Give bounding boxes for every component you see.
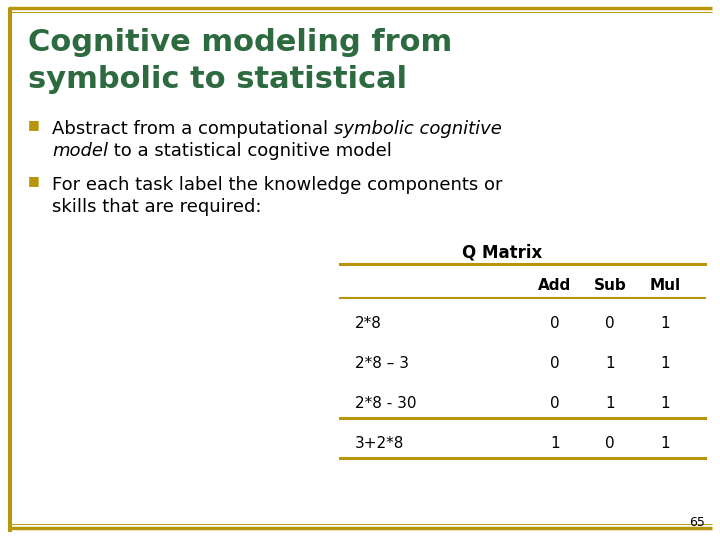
Text: model: model bbox=[52, 142, 108, 160]
Text: 65: 65 bbox=[689, 516, 705, 529]
Text: ■: ■ bbox=[28, 118, 40, 131]
Text: 0: 0 bbox=[606, 435, 615, 450]
Text: to a statistical cognitive model: to a statistical cognitive model bbox=[108, 142, 392, 160]
Text: For each task label the knowledge components or: For each task label the knowledge compon… bbox=[52, 176, 503, 194]
Text: 0: 0 bbox=[550, 395, 560, 410]
Text: 1: 1 bbox=[660, 395, 670, 410]
Text: symbolic cognitive: symbolic cognitive bbox=[334, 120, 502, 138]
Text: Add: Add bbox=[539, 278, 572, 293]
Text: 2*8 - 30: 2*8 - 30 bbox=[355, 395, 416, 410]
Text: Mul: Mul bbox=[649, 278, 680, 293]
Text: skills that are required:: skills that are required: bbox=[52, 198, 261, 216]
Text: Sub: Sub bbox=[593, 278, 626, 293]
Text: 1: 1 bbox=[606, 355, 615, 370]
Text: 0: 0 bbox=[550, 315, 560, 330]
Text: 1: 1 bbox=[606, 395, 615, 410]
Text: Q Matrix: Q Matrix bbox=[462, 244, 543, 262]
Text: 1: 1 bbox=[550, 435, 560, 450]
Text: 3+2*8: 3+2*8 bbox=[355, 435, 405, 450]
Text: symbolic to statistical: symbolic to statistical bbox=[28, 65, 407, 94]
Text: 2*8: 2*8 bbox=[355, 315, 382, 330]
Text: 2*8 – 3: 2*8 – 3 bbox=[355, 355, 409, 370]
Text: Abstract from a computational: Abstract from a computational bbox=[52, 120, 334, 138]
Text: Cognitive modeling from: Cognitive modeling from bbox=[28, 28, 452, 57]
Text: 1: 1 bbox=[660, 355, 670, 370]
Text: 0: 0 bbox=[550, 355, 560, 370]
Text: ■: ■ bbox=[28, 174, 40, 187]
Text: 0: 0 bbox=[606, 315, 615, 330]
Text: 1: 1 bbox=[660, 435, 670, 450]
Text: 1: 1 bbox=[660, 315, 670, 330]
Bar bbox=[8, 8, 12, 532]
